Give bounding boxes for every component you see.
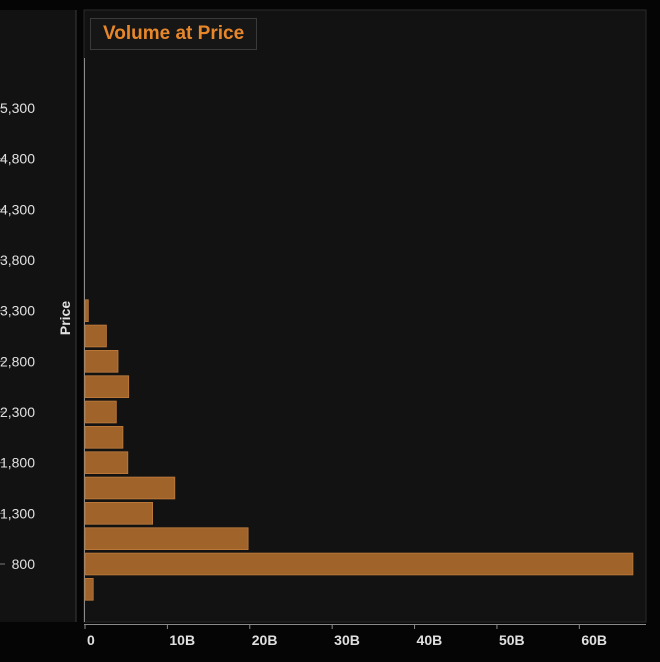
y-tick-label: 1,800 [0,455,35,471]
bar-price-1800 [84,451,129,474]
x-tick-label: 40B [417,632,443,648]
x-tick-label: 10B [169,632,195,648]
y-tick-label: 4,300 [0,201,35,217]
x-tick-label: 50B [499,632,525,648]
y-tick-label: 3,300 [0,303,35,319]
bar-price-1300 [84,501,153,525]
x-ticks: 0 10B 20B 30B 40B 50B 60B [84,624,607,648]
y-axis-title: Price [57,301,73,335]
bar-price-1050 [84,527,249,550]
bar-price-2050 [84,425,124,449]
y-ticks: 800 1,300 1,800 2,300 2,800 3,300 3,800 4,300 4,… [0,100,35,572]
bar-price-2300 [84,400,117,424]
plot-background [83,9,647,623]
y-tick-label: 800 [12,556,36,572]
bar-price-3300 [84,299,89,322]
left-panel-background [0,10,76,622]
y-tick-label: 1,300 [0,505,35,521]
y-tick-label: 4,800 [0,151,35,167]
y-tick-label: 5,300 [0,100,35,116]
x-tick-label: 30B [334,632,360,648]
y-tick-label: 2,800 [0,353,35,369]
bar-price-3050 [84,324,107,348]
bars-group [84,299,634,601]
bar-price-800 [84,552,634,576]
bar-price-1550 [84,476,176,500]
y-tick-label: 2,300 [0,404,35,420]
x-tick-label: 0 [87,632,95,648]
bar-price-2800 [84,349,119,373]
x-tick-label: 20B [252,632,278,648]
x-tick-label: 60B [581,632,607,648]
bar-price-550 [84,578,94,601]
y-tick-label: 3,800 [0,252,35,268]
chart-title: Volume at Price [90,18,258,50]
bar-price-2550 [84,375,130,398]
